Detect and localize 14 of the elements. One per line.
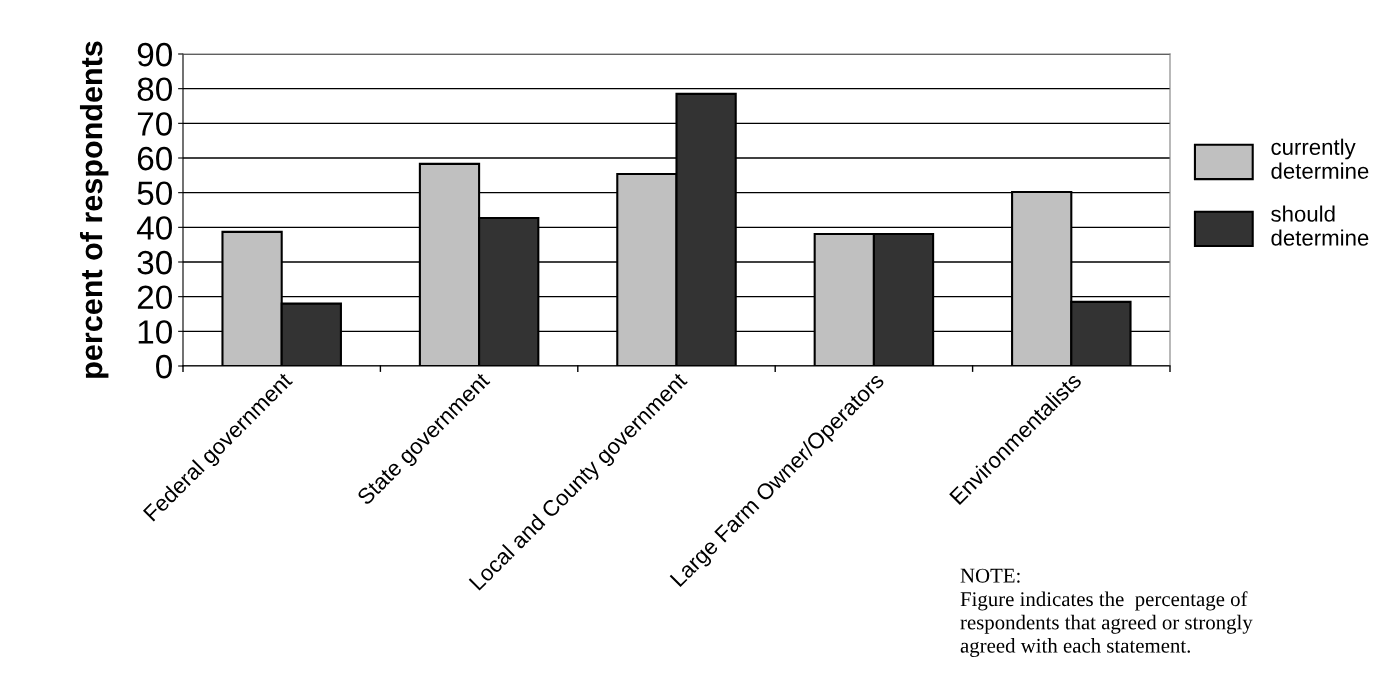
y-tick-label: 50 [137,181,172,206]
y-tick-label: 10 [138,320,172,344]
y-tick-label: 90 [137,42,172,67]
text: NOTE: Figure indicates the percentage of respondents that agreed or strongly agreed with each statement. [960,568,1253,658]
y-tick-label: 30 [137,250,172,275]
y-tick-label: 0 [156,354,172,379]
y-tick-label: 20 [137,285,172,310]
y-tick-label: 40 [136,216,172,240]
y-axis-title: percent of respondents [79,41,109,378]
legend-label: should determine [1271,205,1369,246]
y-tick-label: 70 [137,112,172,136]
legend-label: currently determine [1271,138,1369,179]
y-tick-label: 80 [137,77,172,102]
y-tick-label: 60 [137,146,172,171]
